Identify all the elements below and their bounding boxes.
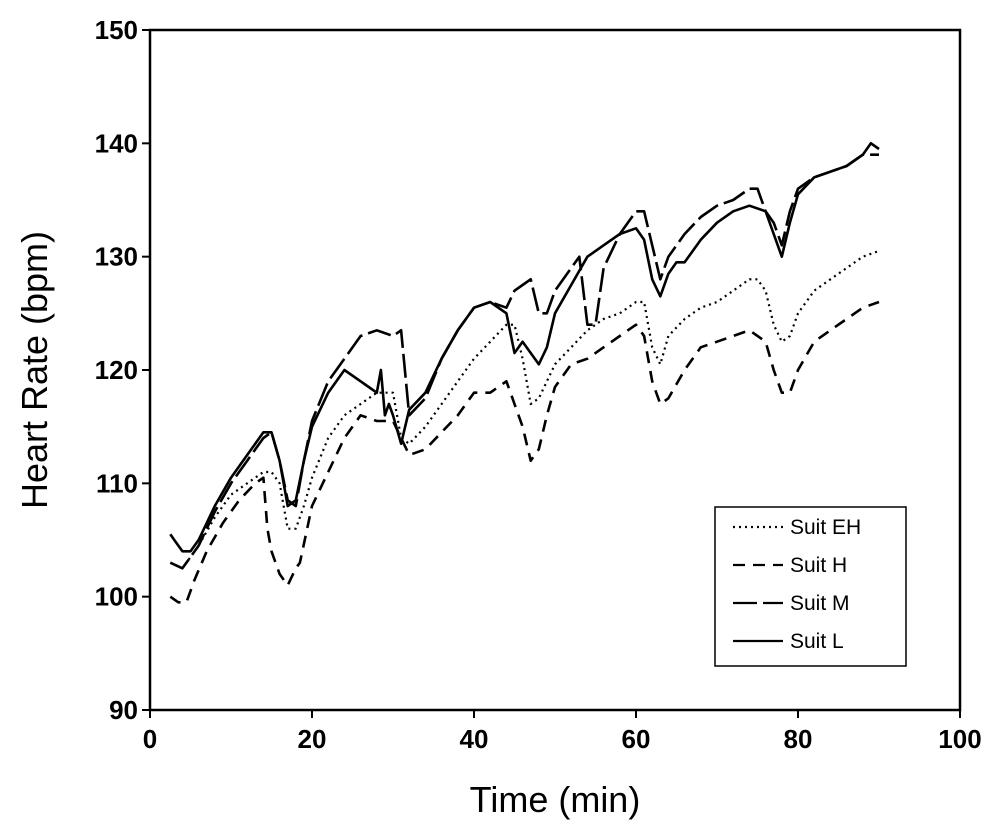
- series-line-suit-h: [169, 300, 880, 604]
- legend-label: Suit H: [790, 554, 847, 577]
- x-axis-title: Time (min): [470, 779, 641, 820]
- legend-label: Suit L: [790, 630, 844, 653]
- x-tick-label: 40: [460, 724, 489, 754]
- x-tick-label: 60: [622, 724, 651, 754]
- y-tick-label: 130: [95, 242, 138, 272]
- series-line-suit-eh: [169, 249, 880, 570]
- series-line-suit-m: [169, 153, 879, 570]
- y-axis-ticks: 90 100 110 120 130 140 150: [95, 15, 150, 725]
- x-tick-label: 20: [298, 724, 327, 754]
- y-tick-label: 150: [95, 15, 138, 45]
- y-tick-label: 100: [95, 582, 138, 612]
- x-tick-label: 80: [784, 724, 813, 754]
- series-line-suit-l: [169, 142, 880, 553]
- legend-entries: Suit EH Suit H Suit M Suit L: [733, 516, 861, 653]
- y-axis-title: Heart Rate (bpm): [14, 231, 55, 509]
- y-tick-label: 120: [95, 355, 138, 385]
- x-axis-ticks: 0 20 40 60 80 100: [143, 710, 982, 754]
- y-tick-label: 140: [95, 128, 138, 158]
- x-tick-label: 0: [143, 724, 157, 754]
- legend-label: Suit M: [790, 592, 850, 615]
- legend: Suit EH Suit H Suit M Suit L: [714, 506, 907, 667]
- legend-label: Suit EH: [790, 516, 861, 539]
- y-tick-label: 110: [96, 468, 138, 498]
- plot-area: 90 100 110 120 130 140 150 0 20 40 60 80 100: [95, 15, 982, 754]
- legend-box: [714, 506, 907, 667]
- x-tick-label: 100: [938, 724, 981, 754]
- y-tick-label: 90: [109, 695, 138, 725]
- series-layer: [169, 142, 880, 604]
